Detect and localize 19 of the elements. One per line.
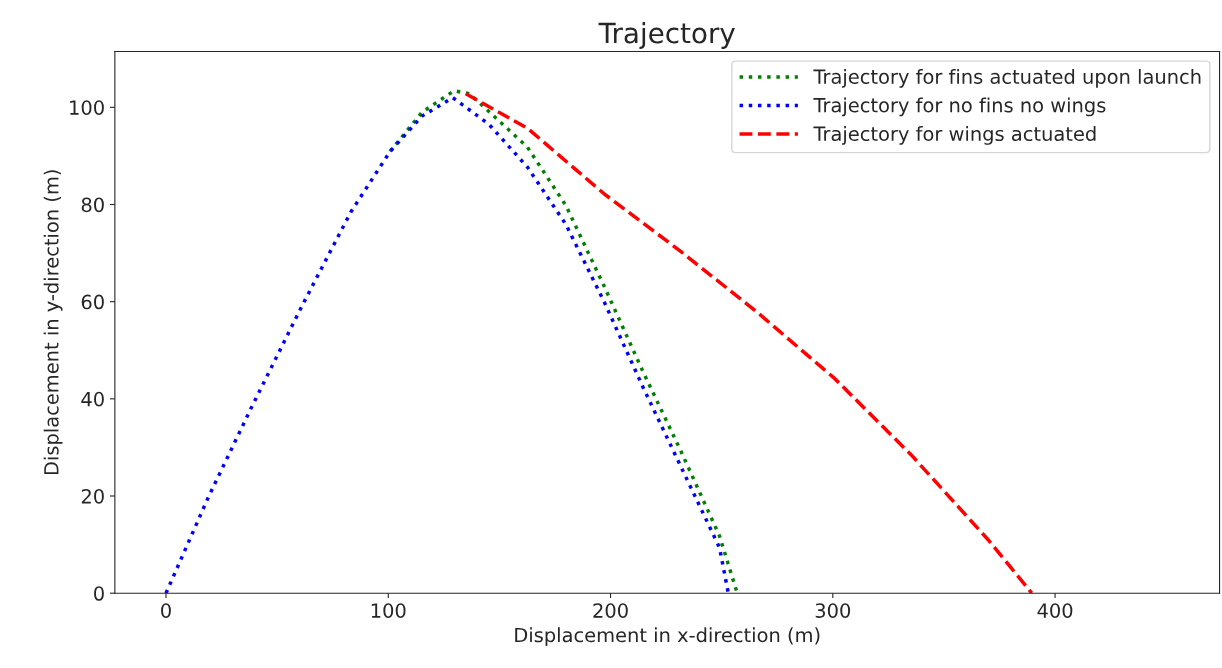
x-tick-label: 300 [815, 603, 851, 618]
legend-label: Trajectory for fins actuated upon launch [813, 68, 1201, 88]
legend-label: Trajectory for wings actuated [813, 126, 1096, 145]
chart-title: Trajectory [598, 22, 735, 49]
line-series [164, 95, 731, 594]
y-axis-title: Displacement in y-direction (m) [43, 170, 63, 475]
legend-label: Trajectory for no fins no wings [813, 97, 1106, 117]
y-tick-label: 20 [81, 488, 104, 504]
x-tick-label: 200 [593, 603, 628, 618]
x-tick-label: 0 [161, 603, 171, 618]
line-series [388, 89, 739, 594]
y-tick-label: 0 [94, 586, 104, 601]
y-tick-label: 100 [70, 100, 104, 115]
x-tick-label: 100 [371, 603, 406, 618]
y-tick-label: 60 [81, 294, 104, 310]
x-axis-title: Displacement in x-direction (m) [515, 627, 820, 647]
y-tick-label: 40 [81, 391, 104, 407]
y-tick-label: 80 [81, 197, 104, 213]
x-tick-label: 400 [1037, 603, 1073, 618]
